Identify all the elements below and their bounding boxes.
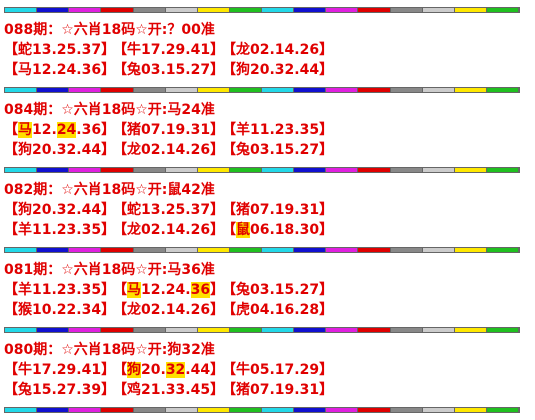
color-stripe [4, 407, 520, 413]
entry-part: 20. [141, 362, 166, 378]
zodiac-entry: 【兔03.15.27】 [222, 141, 333, 159]
color-stripe [4, 167, 520, 173]
zodiac-entry: 【狗20.32.44】 [4, 141, 115, 159]
zodiac-entry: 【马12.24.36】 [113, 281, 224, 299]
entry-part: 【牛17.29.41】 [113, 42, 225, 58]
entry-part: 【羊11.23.35】 [222, 122, 334, 138]
period-header: 081期：☆六肖18码☆开:马36准 [4, 262, 215, 278]
entry-part: 【蛇13.25.37】 [113, 202, 225, 218]
period-header: 088期：☆六肖18码☆开:？00准 [4, 22, 215, 38]
entry-part: 【羊11.23.35】 [4, 282, 116, 298]
entry-part: 【猴10.22.34】 [4, 302, 116, 318]
entry-part: 36 [190, 282, 211, 298]
entry-part: 【 [222, 222, 236, 238]
zodiac-entry: 【蛇13.25.37】 [4, 41, 115, 59]
entry-part: .36】 [76, 122, 116, 138]
zodiac-entry: 【龙02.14.26】 [113, 141, 224, 159]
zodiac-entry: 【龙02.14.26】 [113, 221, 224, 239]
entry-part: 12. [32, 122, 57, 138]
entry-part: 【 [113, 282, 127, 298]
zodiac-entry: 【兔15.27.39】 [4, 381, 115, 399]
zodiac-entry: 【兔03.15.27】 [113, 61, 224, 79]
color-stripe [4, 7, 520, 13]
entry-part: 【蛇13.25.37】 [4, 42, 116, 58]
entry-part: 【牛05.17.29】 [222, 362, 334, 378]
zodiac-entry: 【牛05.17.29】 [222, 361, 333, 379]
zodiac-entry: 【狗20.32.44】 [4, 201, 115, 219]
entry-part: 【狗20.32.44】 [4, 202, 116, 218]
entry-part: 24 [56, 122, 77, 138]
entry-part: 【龙02.14.26】 [113, 302, 225, 318]
entry-part: 【猪07.19.31】 [113, 122, 225, 138]
zodiac-entry: 【兔03.15.27】 [222, 281, 333, 299]
entry-part: 【兔15.27.39】 [4, 382, 116, 398]
entry-part: 马 [127, 282, 141, 298]
zodiac-entry: 【羊11.23.35】 [4, 281, 115, 299]
zodiac-entry: 【羊11.23.35】 [4, 221, 115, 239]
zodiac-entry: 【牛17.29.41】 [113, 41, 224, 59]
zodiac-entry: 【猪07.19.31】 [222, 201, 333, 219]
entry-part: 【兔03.15.27】 [222, 282, 334, 298]
entry-part: 【 [4, 122, 18, 138]
color-stripe [4, 87, 520, 93]
period-header: 080期：☆六肖18码☆开:狗32准 [4, 342, 215, 358]
entry-part: 【龙02.14.26】 [113, 222, 225, 238]
zodiac-entry: 【猪07.19.31】 [113, 121, 224, 139]
entry-part: 【 [113, 362, 127, 378]
zodiac-entry: 【猴10.22.34】 [4, 301, 115, 319]
zodiac-entry: 【虎04.16.28】 [222, 301, 333, 319]
zodiac-entry: 【牛17.29.41】 [4, 361, 115, 379]
zodiac-entry: 【马12.24.36】 [4, 121, 115, 139]
entry-part: 12.24. [141, 282, 191, 298]
entry-part: 32 [165, 362, 186, 378]
entry-part: 【羊11.23.35】 [4, 222, 116, 238]
zodiac-entry: 【羊11.23.35】 [222, 121, 333, 139]
zodiac-entry: 【鸡21.33.45】 [113, 381, 224, 399]
entry-part: 【猪07.19.31】 [222, 382, 334, 398]
zodiac-entry: 【马12.24.36】 [4, 61, 115, 79]
zodiac-entry: 【狗20.32.44】 [222, 61, 333, 79]
entry-part: 【龙02.14.26】 [222, 42, 334, 58]
entry-part: 】 [210, 282, 225, 298]
period-header: 084期：☆六肖18码☆开:马24准 [4, 102, 215, 118]
entry-part: 【虎04.16.28】 [222, 302, 334, 318]
entry-part: 06.18.30】 [250, 222, 334, 238]
color-stripe [4, 247, 520, 253]
entry-part: 【兔03.15.27】 [113, 62, 225, 78]
entry-part: 【马12.24.36】 [4, 62, 116, 78]
zodiac-entry: 【龙02.14.26】 [222, 41, 333, 59]
color-stripe [4, 327, 520, 333]
zodiac-entry: 【狗20.32.44】 [113, 361, 224, 379]
entry-part: 【猪07.19.31】 [222, 202, 334, 218]
zodiac-entry: 【鼠06.18.30】 [222, 221, 333, 239]
entry-part: .44】 [185, 362, 225, 378]
zodiac-entry: 【蛇13.25.37】 [113, 201, 224, 219]
entry-part: 马 [18, 122, 32, 138]
entry-part: 【龙02.14.26】 [113, 142, 225, 158]
entry-part: 【狗20.32.44】 [4, 142, 116, 158]
zodiac-entry: 【龙02.14.26】 [113, 301, 224, 319]
entry-part: 【狗20.32.44】 [222, 62, 334, 78]
period-header: 082期：☆六肖18码☆开:鼠42准 [4, 182, 215, 198]
entry-part: 【牛17.29.41】 [4, 362, 116, 378]
zodiac-entry: 【猪07.19.31】 [222, 381, 333, 399]
entry-part: 狗 [127, 362, 141, 378]
entry-part: 鼠 [236, 222, 250, 238]
entry-part: 【鸡21.33.45】 [113, 382, 225, 398]
entry-part: 【兔03.15.27】 [222, 142, 334, 158]
